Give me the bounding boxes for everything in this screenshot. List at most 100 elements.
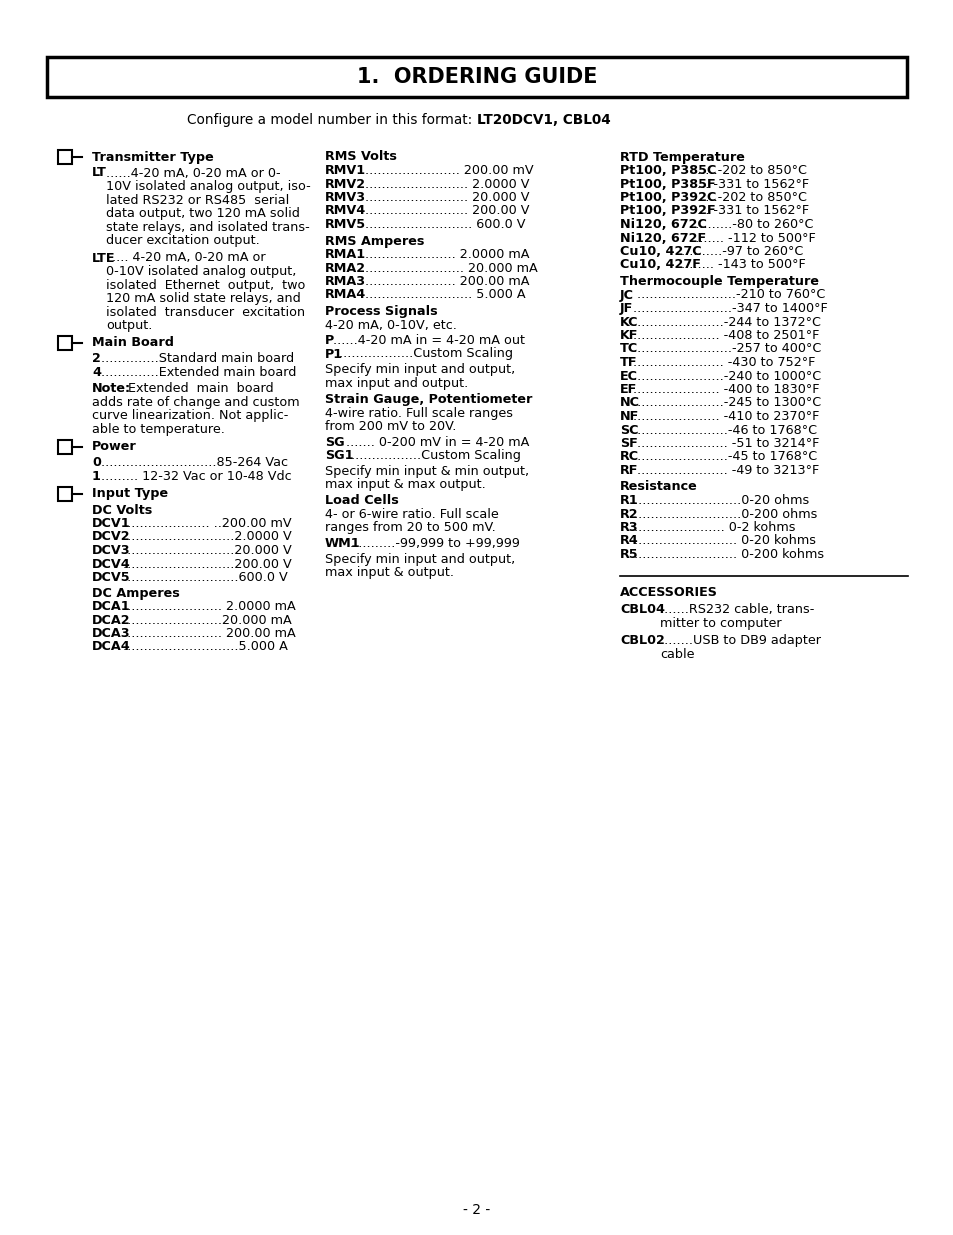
Text: EF: EF [619, 383, 637, 396]
Text: ..................... -410 to 2370°F: ..................... -410 to 2370°F [633, 410, 819, 424]
Text: SC: SC [619, 424, 638, 436]
Text: P1: P1 [325, 347, 343, 361]
Text: LTE: LTE [91, 252, 115, 264]
Text: data output, two 120 mA solid: data output, two 120 mA solid [106, 207, 299, 220]
Text: RC: RC [619, 451, 639, 463]
Text: ........................-347 to 1400°F: ........................-347 to 1400°F [633, 303, 827, 315]
Text: DC Amperes: DC Amperes [91, 587, 179, 599]
Text: ......................... 0-200 kohms: ......................... 0-200 kohms [634, 548, 823, 561]
Text: ......................... 20.000 V: ......................... 20.000 V [360, 191, 529, 204]
Text: ........USB to DB9 adapter: ........USB to DB9 adapter [659, 634, 821, 647]
Text: RMV4: RMV4 [325, 205, 366, 217]
Text: ..................... ..200.00 mV: ..................... ..200.00 mV [123, 517, 292, 530]
Text: .................Custom Scaling: .................Custom Scaling [347, 450, 520, 462]
Text: ......4-20 mA, 0-20 mA or 0-: ......4-20 mA, 0-20 mA or 0- [106, 167, 280, 179]
Text: JF: JF [619, 303, 633, 315]
Text: CBL04: CBL04 [619, 603, 664, 616]
Text: ......4-20 mA in = 4-20 mA out: ......4-20 mA in = 4-20 mA out [333, 333, 524, 347]
Text: Extended  main  board: Extended main board [124, 383, 274, 395]
Text: Input Type: Input Type [91, 488, 168, 500]
Text: ........ -143 to 500°F: ........ -143 to 500°F [680, 258, 805, 272]
Text: DCA3: DCA3 [91, 627, 131, 640]
Text: Resistance: Resistance [619, 480, 697, 494]
Text: R4: R4 [619, 535, 639, 547]
Text: Power: Power [91, 441, 136, 453]
Text: ........................ 20.000 mA: ........................ 20.000 mA [360, 262, 537, 274]
Text: DCV5: DCV5 [91, 571, 131, 584]
Text: 0: 0 [91, 457, 101, 469]
Text: max input and output.: max input and output. [325, 377, 468, 389]
Text: from 200 mV to 20V.: from 200 mV to 20V. [325, 420, 456, 433]
Text: EC: EC [619, 369, 638, 383]
Text: RMA3: RMA3 [325, 275, 366, 288]
Text: DCA1: DCA1 [91, 600, 131, 613]
Text: RTD Temperature: RTD Temperature [619, 151, 744, 163]
Text: Pt100, P385C: Pt100, P385C [619, 164, 716, 177]
Text: ...................... 2.0000 mA: ...................... 2.0000 mA [360, 248, 529, 261]
Bar [58, 149, 71, 164]
Text: ..............Extended main board: ..............Extended main board [101, 366, 296, 379]
Text: ..................Custom Scaling: ..................Custom Scaling [338, 347, 513, 361]
Text: Load Cells: Load Cells [325, 494, 398, 508]
Text: 120 mA solid state relays, and: 120 mA solid state relays, and [106, 291, 300, 305]
Text: CBL02: CBL02 [619, 634, 664, 647]
Text: cable: cable [659, 647, 694, 661]
Text: KF: KF [619, 329, 638, 342]
Text: lated RS232 or RS485  serial: lated RS232 or RS485 serial [106, 194, 289, 206]
Text: Pt100, P392C: Pt100, P392C [619, 191, 716, 204]
Text: 4- or 6-wire ratio. Full scale: 4- or 6-wire ratio. Full scale [325, 508, 498, 521]
Text: 4: 4 [91, 366, 101, 379]
Bar [58, 440, 71, 454]
Text: KC: KC [619, 315, 638, 329]
Text: ........................ 2.0000 mA: ........................ 2.0000 mA [123, 600, 295, 613]
Text: ..............Standard main board: ..............Standard main board [101, 352, 294, 366]
Text: .... 4-20 mA, 0-20 mA or: .... 4-20 mA, 0-20 mA or [112, 252, 265, 264]
Text: ......... 12-32 Vac or 10-48 Vdc: ......... 12-32 Vac or 10-48 Vdc [101, 471, 292, 483]
Text: Process Signals: Process Signals [325, 305, 437, 317]
Text: ...................... -430 to 752°F: ...................... -430 to 752°F [633, 356, 815, 369]
Text: .......................-45 to 1768°C: .......................-45 to 1768°C [633, 451, 817, 463]
Text: R2: R2 [619, 508, 638, 520]
Text: WM1: WM1 [325, 537, 360, 550]
Text: P: P [325, 333, 334, 347]
Text: Pt100, P392F: Pt100, P392F [619, 205, 715, 217]
Text: 10V isolated analog output, iso-: 10V isolated analog output, iso- [106, 180, 311, 193]
Text: max input & max output.: max input & max output. [325, 478, 485, 492]
Text: Specify min input & min output,: Specify min input & min output, [325, 464, 529, 478]
Text: RMV1: RMV1 [325, 164, 366, 177]
Text: JC: JC [619, 289, 634, 301]
Text: DCA2: DCA2 [91, 614, 131, 626]
Text: DCV1: DCV1 [91, 517, 131, 530]
Text: DCV2: DCV2 [91, 531, 131, 543]
Text: .......................-46 to 1768°C: .......................-46 to 1768°C [633, 424, 817, 436]
Text: ...................... 200.00 mA: ...................... 200.00 mA [360, 275, 529, 288]
Text: SF: SF [619, 437, 638, 450]
Text: ......................-245 to 1300°C: ......................-245 to 1300°C [633, 396, 821, 410]
Text: ........................-210 to 760°C: ........................-210 to 760°C [633, 289, 824, 301]
Text: Pt100, P385F: Pt100, P385F [619, 178, 715, 190]
Text: mitter to computer: mitter to computer [659, 616, 781, 630]
Text: R1: R1 [619, 494, 638, 508]
Bar [47, 57, 906, 98]
Text: ...................... -51 to 3214°F: ...................... -51 to 3214°F [633, 437, 819, 450]
Text: ........................-257 to 400°C: ........................-257 to 400°C [633, 342, 821, 356]
Text: RF: RF [619, 464, 638, 477]
Text: Note:: Note: [91, 383, 131, 395]
Text: ..................... -400 to 1830°F: ..................... -400 to 1830°F [633, 383, 819, 396]
Text: ..........-80 to 260°C: ..........-80 to 260°C [686, 219, 813, 231]
Text: ........................ 200.00 mA: ........................ 200.00 mA [123, 627, 295, 640]
Text: SG1: SG1 [325, 450, 354, 462]
Text: TF: TF [619, 356, 637, 369]
Text: DCV3: DCV3 [91, 543, 131, 557]
Text: SG: SG [325, 436, 344, 448]
Text: ...........................2.0000 V: ...........................2.0000 V [123, 531, 292, 543]
Text: state relays, and isolated trans-: state relays, and isolated trans- [106, 221, 310, 233]
Text: isolated  transducer  excitation: isolated transducer excitation [106, 305, 305, 319]
Text: RMA2: RMA2 [325, 262, 366, 274]
Text: LT: LT [91, 167, 107, 179]
Text: ............................600.0 V: ............................600.0 V [123, 571, 288, 584]
Text: ............................5.000 A: ............................5.000 A [123, 641, 288, 653]
Text: ......................... 200.00 V: ......................... 200.00 V [360, 205, 529, 217]
Text: ..........................0-20 ohms: ..........................0-20 ohms [634, 494, 808, 508]
Text: NF: NF [619, 410, 639, 424]
